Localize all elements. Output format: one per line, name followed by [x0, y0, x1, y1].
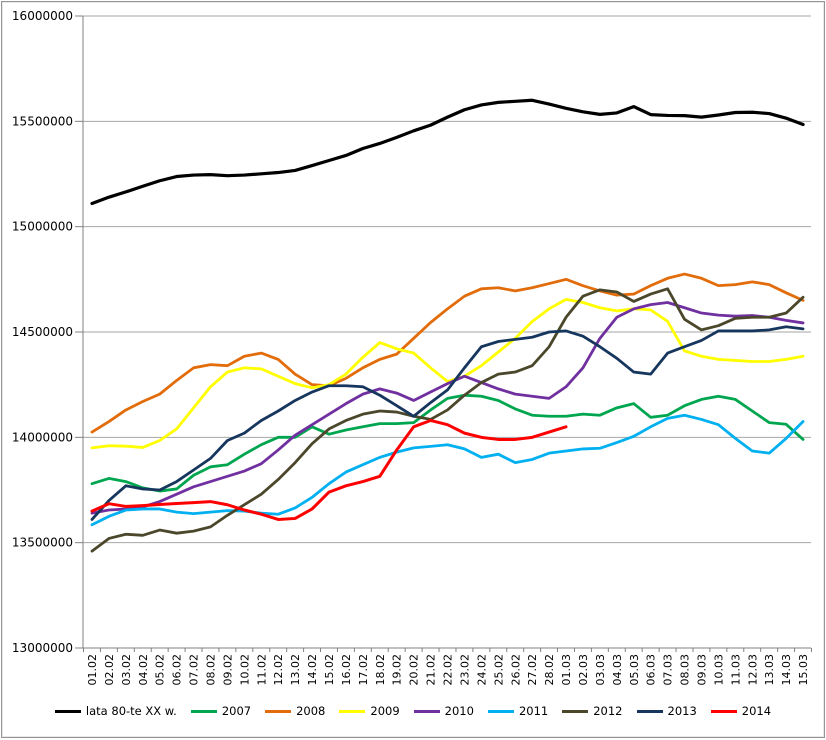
legend-swatch — [636, 709, 663, 713]
x-tick-label: 11.03 — [729, 654, 742, 686]
legend: lata 80-te XX w. 2007 2008 2009 2010 2011 2012… — [2, 704, 824, 718]
x-tick-label: 11.02 — [255, 654, 268, 686]
x-tick-label: 09.03 — [695, 654, 708, 686]
series-line-lata-80-te-xx-w- — [90, 98, 805, 206]
legend-swatch — [54, 709, 81, 713]
x-tick-label: 27.02 — [526, 654, 539, 686]
x-tick-label: 18.02 — [374, 654, 387, 686]
legend-label: 2013 — [667, 704, 697, 718]
x-tick-label: 22.02 — [442, 654, 455, 686]
legend-item: 2013 — [636, 704, 697, 718]
x-tick-label: 08.02 — [205, 654, 218, 686]
x-tick-label: 21.02 — [425, 654, 438, 686]
x-tick-label: 15.02 — [323, 654, 336, 686]
legend-label: 2007 — [221, 704, 252, 718]
series-line-2007 — [90, 393, 805, 493]
x-tick-label: 16.02 — [340, 654, 353, 686]
x-tick-label: 14.03 — [780, 654, 793, 686]
x-tick-label: 13.03 — [763, 654, 776, 686]
series-line-2008 — [90, 272, 805, 434]
x-tick-label: 03.02 — [120, 654, 133, 686]
x-tick-label: 19.02 — [391, 654, 404, 686]
x-tick-label: 09.02 — [221, 654, 234, 686]
x-tick-label: 10.03 — [712, 654, 725, 686]
legend-label: 2008 — [296, 704, 326, 718]
x-tick-label: 04.02 — [137, 654, 150, 686]
y-tick-label: 15000000 — [12, 220, 73, 234]
legend-swatch — [562, 709, 589, 713]
series-line-2010 — [90, 301, 805, 515]
y-tick-label: 13000000 — [12, 641, 73, 655]
x-tick-label: 01.03 — [560, 654, 573, 686]
y-tick-label: 16000000 — [12, 9, 73, 23]
legend-item: lata 80-te XX w. — [54, 704, 177, 718]
x-tick-label: 14.02 — [306, 654, 319, 686]
x-tick-label: 04.03 — [611, 654, 624, 686]
x-tick-label: 05.02 — [154, 654, 167, 686]
x-tick-label: 02.03 — [577, 654, 590, 686]
x-tick-label: 06.03 — [645, 654, 658, 686]
x-tick-label: 12.03 — [746, 654, 759, 686]
y-tick-label: 15500000 — [12, 114, 73, 128]
legend-label: 2014 — [741, 704, 772, 718]
x-tick-label: 23.02 — [458, 654, 471, 686]
legend-item: 2010 — [413, 704, 474, 718]
legend-label: 2012 — [593, 704, 623, 718]
x-tick-label: 01.02 — [86, 654, 99, 686]
x-tick-label: 02.02 — [103, 654, 116, 686]
x-tick-label: 20.02 — [408, 654, 421, 686]
x-tick-label: 17.02 — [357, 654, 370, 686]
y-tick-label: 14500000 — [12, 325, 73, 339]
legend-label: 2010 — [444, 704, 474, 718]
x-tick-label: 24.02 — [475, 654, 488, 686]
y-tick-label: 14000000 — [12, 430, 73, 444]
x-tick-label: 07.02 — [188, 654, 201, 686]
legend-item: 2014 — [710, 704, 772, 718]
legend-label: lata 80-te XX w. — [85, 704, 177, 718]
legend-item: 2011 — [487, 704, 549, 718]
x-tick-label: 15.03 — [797, 654, 810, 686]
legend-label: 2011 — [518, 704, 549, 718]
legend-swatch — [487, 709, 514, 713]
x-tick-label: 03.03 — [594, 654, 607, 686]
legend-item: 2007 — [190, 704, 252, 718]
legend-swatch — [265, 709, 292, 713]
series-line-2012 — [90, 287, 805, 553]
x-tick-label: 07.03 — [662, 654, 675, 686]
legend-item: 2012 — [562, 704, 623, 718]
legend-swatch — [710, 709, 737, 713]
series-line-2014 — [90, 418, 568, 521]
series-line-2009 — [90, 297, 805, 450]
legend-item: 2008 — [265, 704, 325, 718]
x-tick-label: 12.02 — [272, 654, 285, 686]
legend-swatch — [413, 709, 440, 713]
series-line-2013 — [90, 325, 805, 521]
series-line-2011 — [90, 413, 805, 527]
y-tick-label: 13500000 — [12, 536, 73, 550]
legend-swatch — [339, 709, 366, 713]
x-tick-label: 05.03 — [628, 654, 641, 686]
x-tick-label: 13.02 — [289, 654, 302, 686]
x-tick-label: 28.02 — [543, 654, 556, 686]
x-tick-label: 06.02 — [171, 654, 184, 686]
x-tick-label: 10.02 — [238, 654, 251, 686]
x-tick-label: 25.02 — [492, 654, 505, 686]
legend-label: 2009 — [370, 704, 400, 718]
x-tick-label: 08.03 — [679, 654, 692, 686]
legend-item: 2009 — [339, 704, 400, 718]
x-tick-label: 26.02 — [509, 654, 522, 686]
legend-swatch — [190, 709, 217, 713]
